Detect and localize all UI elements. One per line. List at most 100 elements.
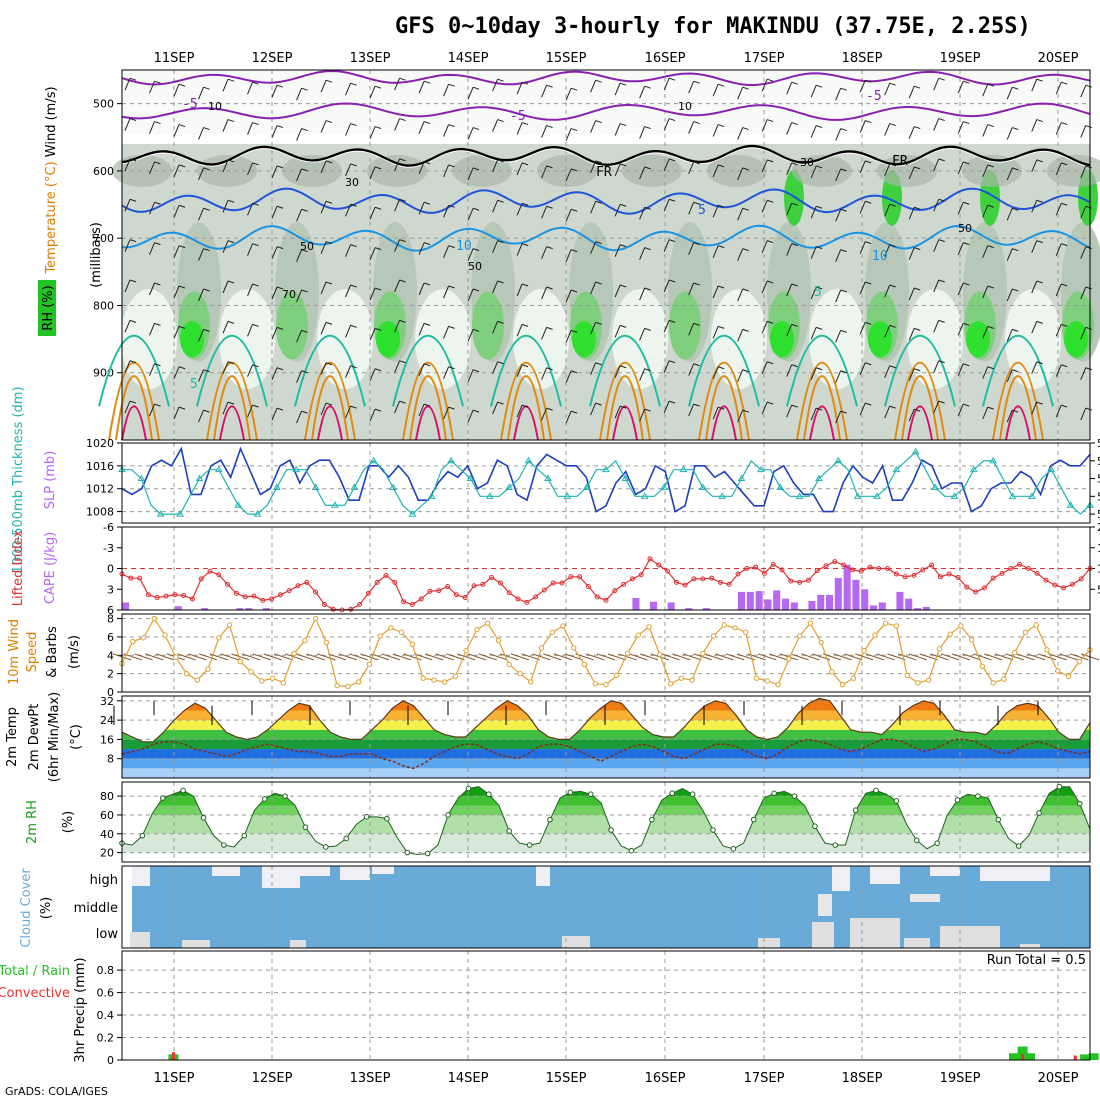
cape-bar	[808, 600, 816, 610]
wind-barb	[693, 242, 700, 246]
wind-barb	[810, 327, 817, 340]
wind-barb	[467, 369, 474, 382]
wind-speed-point	[431, 677, 437, 683]
wind-barb	[521, 364, 529, 368]
wind-speed-point	[818, 639, 824, 646]
axis-label: 1000-500mb Thickness (dm)	[11, 386, 26, 573]
wind-barb	[889, 284, 896, 288]
wind-barb	[149, 403, 155, 417]
li-point	[524, 599, 530, 605]
temp-line	[121, 697, 1091, 743]
wind-barb	[492, 280, 499, 294]
li-point	[867, 564, 873, 570]
low-cloud-bar	[130, 932, 150, 948]
wind-barb	[835, 209, 842, 222]
thickness-point	[156, 510, 165, 517]
wind-barb	[222, 159, 229, 173]
wind-barb	[521, 122, 529, 126]
wind-barb	[840, 128, 847, 132]
wind-barb	[374, 287, 382, 291]
wind-barb	[908, 85, 915, 99]
li-point	[770, 561, 776, 567]
wind-barb	[987, 83, 994, 87]
wind-speed-point	[216, 635, 222, 641]
wind-barb	[761, 200, 768, 213]
cape-bar	[914, 608, 922, 610]
rh-dry-cell	[513, 289, 569, 390]
li-point	[242, 594, 248, 600]
high-cloud-bar	[132, 866, 150, 886]
wind-barb	[663, 118, 670, 131]
wind-barb	[349, 653, 368, 661]
wind-barb	[595, 362, 602, 366]
precip-total-bar	[1024, 1053, 1035, 1060]
wind-barb	[276, 165, 284, 169]
wind-barb	[247, 122, 253, 135]
li-point	[269, 596, 275, 602]
wind-barb	[1085, 246, 1092, 250]
wind-barb	[1031, 361, 1038, 374]
wind-barb	[296, 87, 303, 101]
contour-label: FR	[892, 154, 908, 169]
low-cloud-bar	[1020, 944, 1040, 948]
rh-point	[995, 816, 1002, 823]
li-point	[427, 588, 433, 594]
wind-speed-point	[506, 661, 512, 668]
wind-barb	[688, 121, 695, 134]
wind-barb	[1080, 286, 1087, 300]
axis-label-part: (millibars)	[89, 222, 104, 288]
wind-barb	[252, 202, 259, 206]
wind-barb	[1006, 369, 1013, 382]
wind-barb	[884, 82, 891, 96]
wind-speed-point	[173, 654, 179, 660]
wind-barb	[957, 161, 964, 175]
wind-barb	[497, 361, 504, 365]
wind-barb	[987, 285, 994, 289]
slp-thickness-panel-bg	[122, 443, 1090, 523]
temp-contour-15	[589, 335, 661, 407]
wind-barb	[614, 244, 621, 257]
cape-li-panel-bg	[122, 527, 1090, 610]
rh-point	[628, 847, 635, 854]
wind-barb	[590, 160, 597, 174]
wind-barb	[704, 653, 723, 661]
wind-barb	[840, 168, 847, 172]
wind-barb	[394, 199, 401, 212]
thickness-point	[911, 447, 920, 455]
wind-barb	[516, 404, 523, 418]
rh-point	[771, 790, 777, 797]
thickness-point	[505, 483, 514, 490]
wind-speed-point	[484, 620, 491, 626]
temp-contour-15	[982, 335, 1054, 407]
wind-barb	[134, 653, 153, 661]
thickness-point	[776, 483, 785, 490]
wind-barb	[963, 363, 970, 367]
wind-barb	[1031, 240, 1038, 253]
wind-speed-point	[130, 638, 136, 645]
rh-point	[282, 793, 288, 799]
wind-barb	[884, 405, 891, 419]
wind-barb	[497, 280, 504, 284]
slp-thickness-panel: 580 578 576 574 572 1020 1016 1012 1008 1000-500m…	[11, 386, 1100, 573]
wind-barb	[737, 127, 744, 140]
wind-barb	[663, 239, 670, 252]
thickness-point	[1008, 492, 1017, 499]
rh-point	[241, 832, 248, 839]
wind-barb	[737, 329, 744, 342]
axis-label: (°C)	[69, 724, 84, 750]
li-point	[594, 594, 600, 600]
rh-contour-label: 30	[345, 176, 359, 189]
wind-barb	[448, 245, 455, 249]
wind-barb	[1012, 328, 1019, 332]
top-date-label: 12SEP	[252, 51, 293, 66]
tick-label: 580	[1097, 437, 1100, 450]
li-point	[462, 595, 468, 601]
rh-point	[852, 807, 859, 814]
bottom-date-label: 20SEP	[1038, 1071, 1079, 1086]
wind-barb	[276, 84, 284, 88]
wind-barb	[369, 247, 376, 260]
wind-speed-point	[291, 650, 297, 657]
li-point	[1025, 566, 1031, 571]
wind-barb	[446, 653, 465, 661]
rh-point	[689, 791, 696, 798]
